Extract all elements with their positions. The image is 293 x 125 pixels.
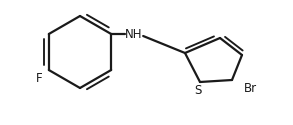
Text: S: S [194,84,202,98]
Text: Br: Br [243,82,257,94]
Text: F: F [35,72,42,85]
Text: NH: NH [125,28,142,40]
